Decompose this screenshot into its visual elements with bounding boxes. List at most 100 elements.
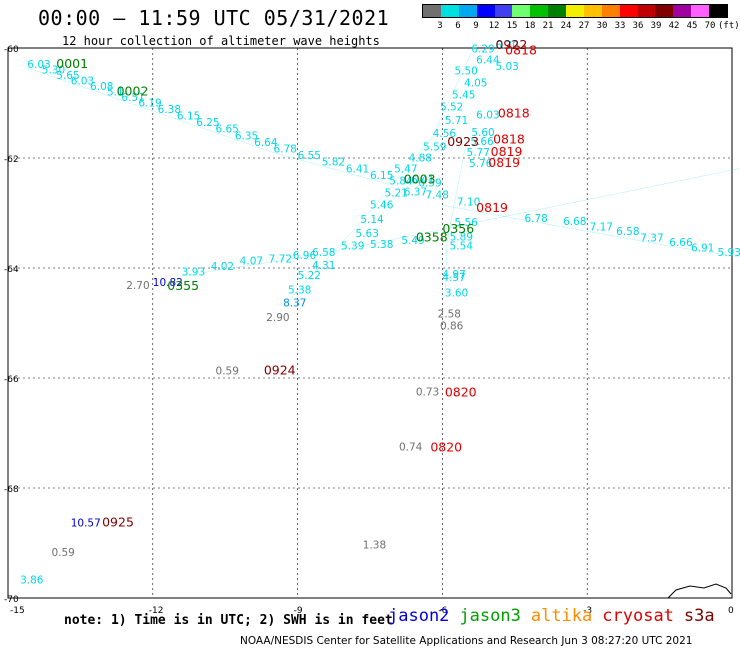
pass-time-label: 0002 <box>117 83 149 98</box>
satellite-label-altika: altika <box>530 606 593 626</box>
satellite-label-jason3: jason3 <box>459 606 521 626</box>
legend-tick-label: 12 <box>488 21 500 31</box>
pass-time-label: 0820 <box>445 385 477 400</box>
wave-height-label: 3.60 <box>445 288 468 300</box>
wave-height-label: 0.59 <box>216 366 239 378</box>
x-axis-tick-label: 0 <box>728 606 734 616</box>
satellite-label-jason2: jason2 <box>388 606 450 626</box>
legend-swatch <box>476 5 495 17</box>
y-axis-tick-label: -64 <box>4 265 19 275</box>
wave-height-label: 5.47 <box>394 163 417 175</box>
wave-height-label: 8.37 <box>283 298 306 310</box>
map-labels: 6.035.305.656.036.085.16.516.196.386.156… <box>20 37 740 587</box>
wave-height-label: 5.66 <box>470 136 494 148</box>
map-frame <box>7 47 733 599</box>
wave-height-label: 6.78 <box>273 144 296 156</box>
wave-height-label: 6.19 <box>138 97 161 109</box>
track-line <box>181 168 740 276</box>
y-axis-tick-label: -62 <box>4 155 19 165</box>
wave-height-label: 5.93 <box>718 247 740 259</box>
legend-swatch <box>619 5 638 17</box>
wave-height-label: 6.51 <box>121 92 144 104</box>
legend-tick-label: 45 <box>686 21 698 31</box>
wave-height-label: 1.38 <box>363 540 386 552</box>
wave-height-label: 4.97 <box>442 269 465 281</box>
wave-height-label: 6.37 <box>404 186 427 198</box>
wave-height-label: 6.44 <box>476 54 500 66</box>
wave-height-label: 0.59 <box>51 547 74 559</box>
map-axes: -15 -12 -9 -6 -3 0 -60 -62 -64 -66 -68 -70 <box>4 45 734 616</box>
wave-height-label: 0.73 <box>416 387 439 399</box>
legend-swatch <box>548 5 566 17</box>
pass-time-label: 0923 <box>447 134 479 149</box>
wave-height-label: 6.66 <box>669 237 693 249</box>
pass-time-label: 0818 <box>498 105 530 120</box>
wave-height-label: 5.14 <box>360 214 384 226</box>
wave-height-label: 4.56 <box>433 128 457 140</box>
wave-height-label: 7.37 <box>640 233 663 245</box>
wave-height-label: 6.68 <box>563 216 586 228</box>
x-axis-tick-label: -6 <box>438 606 447 616</box>
legend-tick-label: 70 <box>704 21 716 31</box>
pass-time-label: 0358 <box>416 230 448 245</box>
legend-tick-label: 18 <box>524 21 536 31</box>
wave-height-label: 6.15 <box>370 170 393 182</box>
legend-swatch <box>691 5 709 17</box>
wave-height-label: 5.77 <box>467 147 490 159</box>
track-line <box>442 205 740 258</box>
pass-time-label: 0818 <box>493 132 525 147</box>
legend-ticks: (ft) 3 6 9 12 15 18 21 24 27 30 33 36 39 42 45 70 <box>422 18 739 32</box>
wave-height-label: 4.02 <box>211 261 234 273</box>
x-axis-tick-label: -15 <box>10 606 25 616</box>
wave-height-label: 6.03 <box>476 109 499 121</box>
x-axis-tick-label: -3 <box>583 606 592 616</box>
wave-height-label: 5.89 <box>450 232 473 244</box>
legend-swatch <box>655 5 674 17</box>
legend-swatch <box>512 5 531 17</box>
wave-height-label: 2.90 <box>266 312 289 324</box>
wave-height-label: 6.65 <box>216 124 239 136</box>
wave-height-label: 5.45 <box>452 90 475 102</box>
wave-height-label: 5.63 <box>356 228 379 240</box>
legend-tick-label: 3 <box>437 21 443 31</box>
legend-swatch <box>601 5 620 17</box>
wave-height-label: 4.05 <box>464 78 487 90</box>
pass-time-label: 0925 <box>102 515 134 530</box>
color-legend: (ft) 3 6 9 12 15 18 21 24 27 30 33 36 39 42 45 70 <box>422 4 740 36</box>
wave-height-label: 5.50 <box>454 65 477 77</box>
wave-height-label: 5.65 <box>56 70 79 82</box>
legend-tick-label: 6 <box>455 21 461 31</box>
legend-tick-label: 33 <box>614 21 626 31</box>
map-grid <box>7 47 733 599</box>
x-axis-tick-label: -12 <box>149 606 164 616</box>
wave-height-label: 5.84 <box>389 175 413 187</box>
legend-tick-label: 9 <box>473 21 479 31</box>
wave-height-label: 5.56 <box>454 217 478 229</box>
wave-height-label: 3.86 <box>20 575 44 587</box>
wave-height-label: 4.57 <box>442 272 465 284</box>
legend-tick-label: 36 <box>632 21 644 31</box>
wave-height-label: 6.15 <box>177 111 200 123</box>
wave-height-label: 6.25 <box>196 117 219 129</box>
wave-height-label: 6.55 <box>298 150 321 162</box>
pass-time-label: 0924 <box>264 363 296 378</box>
legend-unit: (ft) <box>718 21 740 31</box>
pass-time-label: 0001 <box>56 56 88 71</box>
legend-swatch <box>583 5 602 17</box>
wave-height-label: 6.08 <box>90 81 113 93</box>
wave-height-label: 2.58 <box>438 309 461 321</box>
legend-swatch <box>673 5 692 17</box>
wave-height-label: 6.41 <box>346 163 369 175</box>
pass-time-label: 0819 <box>491 144 523 159</box>
wave-height-label: 6.96 <box>293 250 317 262</box>
legend-tick-label: 27 <box>578 21 590 31</box>
wave-height-label: 5.38 <box>288 284 311 296</box>
wave-height-label: 6.58 <box>312 247 335 259</box>
wave-height-label: 5.52 <box>440 102 463 114</box>
wave-height-label: 4.07 <box>240 256 263 268</box>
satellite-tracks <box>27 52 740 307</box>
legend-swatch <box>530 5 549 17</box>
wave-height-label: 4.31 <box>312 260 335 272</box>
legend-swatch <box>566 5 584 17</box>
legend-swatch <box>440 5 459 17</box>
